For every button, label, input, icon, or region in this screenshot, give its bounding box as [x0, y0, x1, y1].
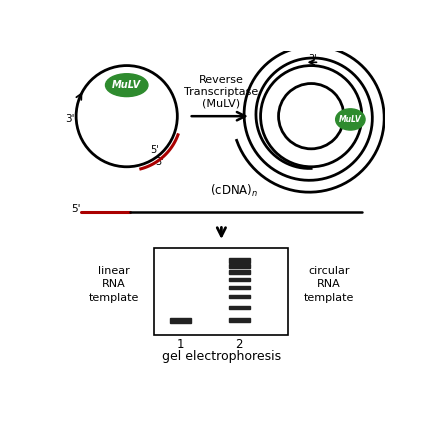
Text: 5': 5': [150, 145, 159, 156]
Bar: [229, 306, 250, 309]
Bar: [229, 295, 250, 298]
Bar: [229, 264, 250, 268]
Text: gel electrophoresis: gel electrophoresis: [162, 350, 281, 363]
Text: 3': 3': [308, 54, 317, 64]
Text: 3': 3': [155, 157, 164, 167]
Text: Reverse
Transcriptase
(MuLV): Reverse Transcriptase (MuLV): [184, 75, 258, 108]
Text: linear
RNA
template: linear RNA template: [89, 266, 139, 302]
Bar: [170, 318, 191, 323]
Bar: [229, 318, 250, 322]
Ellipse shape: [336, 109, 365, 130]
Bar: [229, 271, 250, 274]
Ellipse shape: [105, 74, 148, 97]
Bar: [155, 248, 288, 335]
Text: (cDNA)$_n$: (cDNA)$_n$: [210, 183, 259, 199]
Text: 3': 3': [65, 114, 74, 124]
Text: 1: 1: [177, 338, 184, 351]
Text: circular
RNA
template: circular RNA template: [304, 266, 354, 302]
Text: MuLV: MuLV: [339, 115, 362, 124]
Text: MuLV: MuLV: [112, 80, 141, 90]
Text: 2: 2: [235, 338, 243, 351]
Text: 5': 5': [71, 204, 81, 214]
Bar: [229, 258, 250, 263]
Bar: [229, 278, 250, 281]
Bar: [229, 286, 250, 289]
